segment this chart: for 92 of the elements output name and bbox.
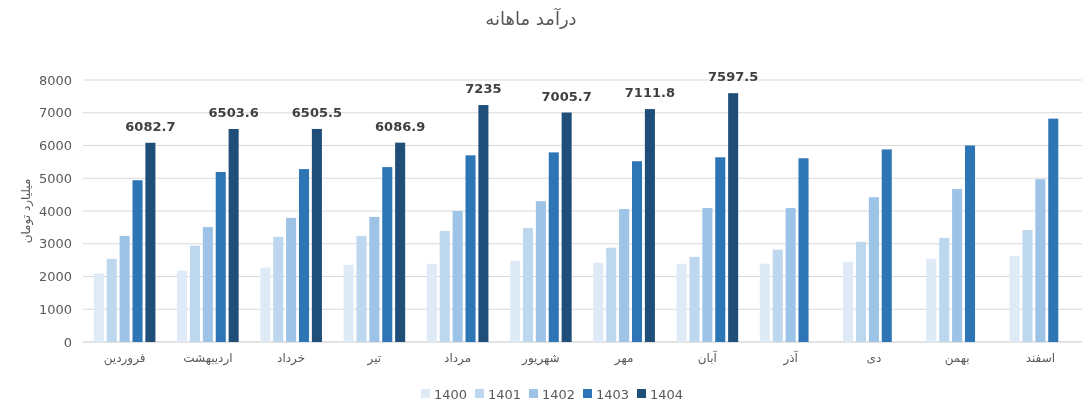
- x-tick-label: اردیبهشت: [183, 351, 233, 366]
- x-tick-label: تیر: [366, 351, 382, 366]
- bar: [478, 105, 489, 342]
- y-tick-label: 5000: [38, 170, 72, 186]
- x-tick-label: فروردین: [103, 351, 146, 366]
- bar: [426, 263, 437, 342]
- y-tick-label: 3000: [38, 236, 72, 252]
- bar: [369, 216, 380, 342]
- data-label: 6505.5: [291, 104, 342, 120]
- bar: [644, 109, 655, 342]
- bar: [772, 249, 783, 342]
- bar: [439, 230, 450, 342]
- bar: [106, 258, 117, 342]
- bar: [881, 149, 892, 342]
- bar: [855, 241, 867, 342]
- bar: [952, 189, 963, 342]
- bar: [510, 260, 521, 342]
- legend-label: 1401: [488, 386, 522, 402]
- x-tick-label: آبان: [697, 350, 718, 365]
- y-tick-label: 0: [63, 334, 72, 350]
- bar: [631, 161, 643, 342]
- legend-label: 1403: [596, 386, 630, 402]
- bar: [145, 142, 156, 342]
- bar: [273, 236, 284, 342]
- bar: [215, 172, 226, 342]
- bar: [606, 247, 617, 342]
- bar: [202, 227, 213, 342]
- data-label: 6082.7: [125, 118, 176, 134]
- bar: [759, 263, 770, 342]
- y-tick-label: 8000: [38, 72, 72, 88]
- bar: [1048, 118, 1059, 342]
- bar: [535, 201, 546, 342]
- bar: [189, 245, 201, 342]
- bar: [785, 208, 796, 342]
- bar: [689, 256, 700, 342]
- bar: [619, 209, 630, 342]
- bar: [728, 93, 739, 342]
- bar: [702, 208, 713, 342]
- bar: [939, 237, 950, 342]
- bar: [1035, 179, 1046, 342]
- data-label: 6086.9: [375, 118, 426, 134]
- bar: [228, 129, 239, 342]
- x-tick-label: خرداد: [277, 351, 306, 366]
- y-axis-title: میلیارد تومان: [19, 178, 34, 244]
- chart-title: درآمد ماهانه: [485, 7, 577, 29]
- bar: [93, 273, 104, 342]
- x-tick-label: آذر: [782, 350, 799, 366]
- bar: [676, 263, 687, 342]
- bar: [395, 142, 406, 342]
- bar: [356, 235, 367, 342]
- legend-label: 1402: [542, 386, 576, 402]
- data-label: 6503.6: [208, 105, 259, 121]
- bar: [798, 158, 809, 342]
- legend-label: 1400: [434, 386, 468, 402]
- bar: [343, 264, 354, 342]
- bar: [522, 228, 534, 342]
- y-tick-label: 6000: [38, 138, 72, 154]
- bar: [177, 270, 188, 342]
- x-tick-label: شهریور: [521, 351, 560, 366]
- y-tick-label: 1000: [38, 301, 72, 317]
- bar: [964, 145, 976, 342]
- y-tick-label: 7000: [38, 105, 72, 121]
- bar: [843, 261, 854, 342]
- bar: [465, 155, 476, 342]
- legend-label: 1404: [650, 386, 684, 402]
- bar: [715, 157, 726, 342]
- x-tick-label: مرداد: [444, 351, 472, 366]
- bar: [868, 197, 879, 342]
- bar: [1022, 230, 1033, 342]
- y-tick-label: 4000: [38, 203, 72, 219]
- bar: [311, 128, 322, 342]
- data-label: 7111.8: [624, 85, 675, 101]
- x-tick-label: بهمن: [944, 351, 970, 366]
- bar: [452, 211, 463, 342]
- data-label: 7597.5: [708, 69, 759, 85]
- bar: [561, 112, 572, 342]
- bar: [382, 167, 393, 342]
- y-tick-label: 2000: [38, 269, 72, 285]
- x-tick-label: مهر: [613, 351, 634, 366]
- bar: [548, 152, 559, 342]
- bar: [1009, 255, 1020, 342]
- data-label: 7005.7: [541, 88, 592, 104]
- bar: [132, 180, 143, 342]
- bar: [593, 262, 604, 342]
- bar: [119, 235, 130, 342]
- x-tick-label: اسفند: [1025, 351, 1056, 365]
- bar: [298, 169, 310, 342]
- bar: [286, 217, 297, 342]
- x-tick-label: دی: [866, 351, 882, 365]
- bar: [260, 267, 271, 342]
- bar: [926, 258, 937, 342]
- data-label: 7235: [465, 81, 502, 97]
